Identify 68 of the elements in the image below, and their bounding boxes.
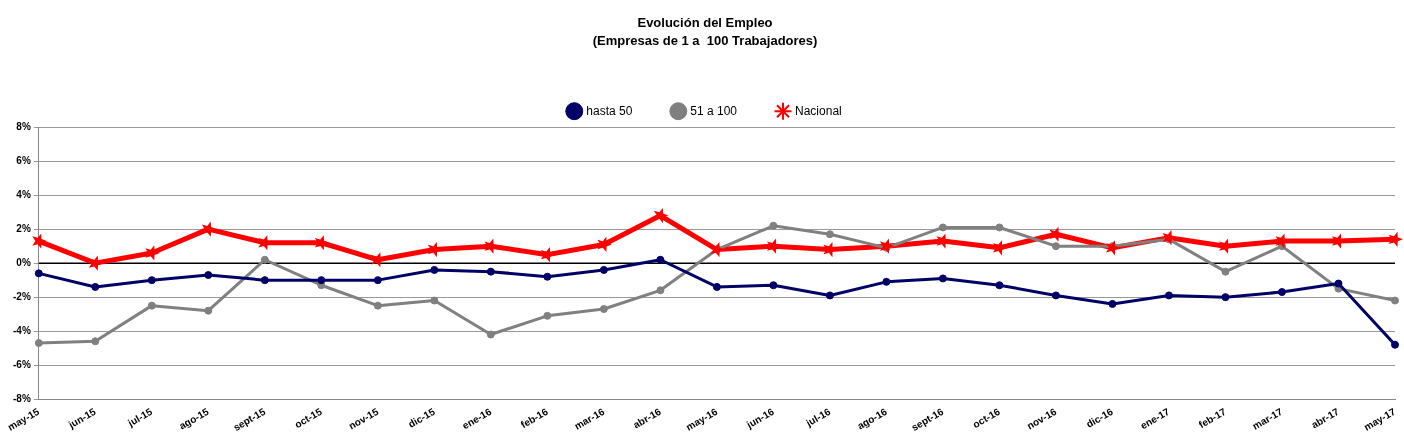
point bbox=[147, 301, 156, 310]
point bbox=[653, 207, 669, 224]
point bbox=[543, 311, 552, 320]
point bbox=[91, 282, 100, 291]
point bbox=[938, 274, 947, 283]
point bbox=[373, 301, 382, 310]
point bbox=[317, 276, 326, 285]
point bbox=[879, 238, 895, 254]
point bbox=[769, 221, 778, 230]
point bbox=[599, 305, 608, 314]
point bbox=[1051, 242, 1060, 251]
point bbox=[769, 281, 778, 290]
point bbox=[32, 233, 47, 249]
point bbox=[882, 277, 891, 286]
point bbox=[995, 223, 1004, 232]
point bbox=[1391, 340, 1399, 349]
y-tick-label: -4% bbox=[12, 324, 31, 336]
point bbox=[91, 337, 100, 346]
point bbox=[145, 245, 160, 261]
point bbox=[34, 339, 43, 348]
point bbox=[995, 281, 1004, 290]
point bbox=[1334, 279, 1343, 288]
y-tick-label: -8% bbox=[12, 392, 31, 404]
point bbox=[201, 221, 217, 237]
point bbox=[373, 276, 382, 285]
y-tick-label: 2% bbox=[16, 222, 31, 234]
point bbox=[486, 267, 495, 276]
point bbox=[1164, 291, 1173, 300]
point bbox=[1108, 299, 1117, 308]
chart-title: Evolución del Empleo bbox=[637, 15, 773, 31]
point bbox=[1221, 293, 1230, 302]
y-tick-label: -6% bbox=[12, 358, 31, 370]
point bbox=[34, 269, 43, 278]
point bbox=[314, 235, 330, 251]
point bbox=[599, 265, 608, 274]
point bbox=[938, 223, 947, 232]
point bbox=[656, 286, 665, 295]
point bbox=[1388, 231, 1403, 247]
y-tick-label: 0% bbox=[16, 256, 31, 268]
y-tick-label: -2% bbox=[12, 290, 31, 302]
point bbox=[825, 291, 834, 300]
point bbox=[543, 272, 552, 281]
point bbox=[430, 265, 439, 274]
point bbox=[712, 282, 721, 291]
y-tick-label: 4% bbox=[16, 188, 31, 200]
point bbox=[1049, 226, 1064, 242]
point bbox=[710, 241, 725, 258]
point bbox=[825, 230, 834, 239]
point bbox=[204, 271, 213, 280]
point bbox=[430, 296, 439, 305]
legend-label: hasta 50 bbox=[586, 103, 633, 118]
legend-label: 51 a 100 bbox=[690, 103, 738, 118]
point bbox=[1391, 296, 1399, 305]
point bbox=[486, 330, 495, 339]
y-tick-label: 6% bbox=[16, 154, 31, 166]
point bbox=[204, 306, 213, 315]
point bbox=[597, 236, 612, 253]
point bbox=[992, 240, 1008, 256]
point bbox=[147, 276, 156, 285]
y-tick-label: 8% bbox=[16, 120, 31, 132]
point bbox=[1051, 291, 1060, 300]
point bbox=[1221, 267, 1230, 276]
point bbox=[260, 276, 269, 285]
legend-label: Nacional bbox=[795, 103, 842, 118]
point bbox=[1277, 288, 1286, 297]
point bbox=[260, 255, 269, 264]
chart-subtitle: (Empresas de 1 a 100 Trabajadores) bbox=[592, 32, 818, 48]
point bbox=[656, 255, 665, 264]
